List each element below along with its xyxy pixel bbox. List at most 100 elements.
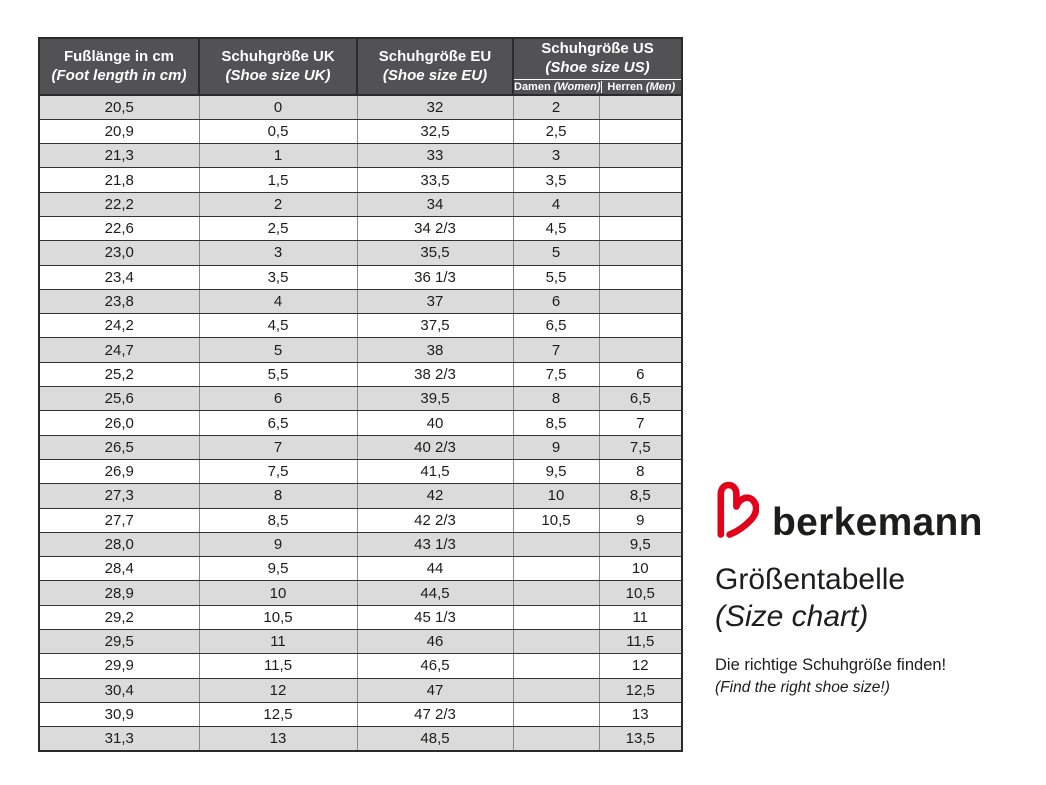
size-cell: 3,5	[512, 167, 600, 193]
size-cell	[512, 653, 600, 679]
size-cell: 3	[198, 240, 358, 266]
size-cell: 13	[598, 701, 683, 728]
size-cell: 8	[198, 483, 358, 509]
size-cell: 9	[512, 434, 600, 460]
size-cell: 4,5	[198, 313, 358, 339]
size-cell	[598, 240, 683, 266]
size-cell: 6	[198, 386, 358, 412]
size-cell: 26,5	[38, 434, 200, 460]
size-cell: 5	[198, 337, 358, 363]
size-cell: 28,0	[38, 531, 200, 558]
size-cell	[598, 143, 683, 169]
size-cell: 8	[598, 458, 683, 485]
col-subtitle: (Shoe size UK)	[225, 66, 331, 84]
size-cell: 46	[356, 629, 514, 655]
size-cell: 22,6	[38, 215, 200, 242]
size-cell: 44,5	[356, 580, 514, 606]
col-header-foot-length: Fußlänge in cm (Foot length in cm)	[38, 37, 200, 96]
size-cell	[598, 191, 683, 217]
berkemann-logo-icon	[717, 481, 759, 538]
size-cell: 26,9	[38, 458, 200, 485]
size-chart-section: Fußlänge in cm (Foot length in cm) Schuh…	[38, 37, 683, 753]
size-cell	[598, 288, 683, 315]
size-cell: 41,5	[356, 458, 514, 485]
size-row: 28,0 9 43 1/3 9,5	[38, 531, 683, 558]
size-cell	[512, 556, 600, 582]
size-cell: 43 1/3	[356, 531, 514, 558]
size-cell: 33,5	[356, 167, 514, 193]
size-row: 23,0 3 35,5 5	[38, 240, 683, 266]
size-row: 21,8 1,5 33,5 3,5	[38, 167, 683, 193]
size-cell: 5,5	[512, 264, 600, 290]
size-cell: 37,5	[356, 313, 514, 339]
brand-panel: berkemann Größentabelle (Size chart) Die…	[715, 481, 1025, 697]
size-cell	[598, 313, 683, 339]
size-cell: 11,5	[198, 653, 358, 679]
col-title: Schuhgröße UK	[221, 47, 335, 65]
size-row: 29,9 11,5 46,5 12	[38, 653, 683, 679]
size-cell: 7,5	[198, 458, 358, 485]
size-cell: 23,4	[38, 264, 200, 290]
brand-wordmark: berkemann	[772, 500, 983, 544]
size-cell: 34	[356, 191, 514, 217]
size-cell: 2	[512, 94, 600, 120]
size-cell: 0	[198, 94, 358, 120]
size-cell	[512, 677, 600, 703]
size-cell: 44	[356, 556, 514, 582]
size-cell: 9,5	[198, 556, 358, 582]
size-cell: 40	[356, 410, 514, 436]
size-cell: 47	[356, 677, 514, 703]
size-cell: 3	[512, 143, 600, 169]
size-cell	[598, 94, 683, 120]
size-cell: 11	[598, 604, 683, 631]
size-row: 26,0 6,5 40 8,5 7	[38, 410, 683, 436]
size-cell: 40 2/3	[356, 434, 514, 460]
size-cell: 8,5	[198, 507, 358, 533]
size-cell: 7	[598, 410, 683, 436]
size-cell: 7,5	[598, 434, 683, 460]
size-cell	[598, 118, 683, 145]
size-cell: 29,5	[38, 629, 200, 655]
size-cell: 12	[198, 677, 358, 703]
size-cell: 31,3	[38, 726, 200, 752]
size-cell: 13,5	[598, 726, 683, 752]
col-header-us: Schuhgröße US (Shoe size US) Damen (Women…	[512, 37, 683, 96]
subcol-herren-label: Herren (Men)	[602, 81, 681, 93]
size-cell: 6	[512, 288, 600, 315]
size-cell: 6,5	[198, 410, 358, 436]
size-cell: 12,5	[198, 701, 358, 728]
size-cell: 7,5	[512, 361, 600, 388]
size-cell: 27,3	[38, 483, 200, 509]
size-cell: 28,9	[38, 580, 200, 606]
size-row: 23,8 4 37 6	[38, 288, 683, 315]
size-cell: 9	[198, 531, 358, 558]
size-cell	[598, 337, 683, 363]
size-cell: 24,7	[38, 337, 200, 363]
size-row: 22,2 2 34 4	[38, 191, 683, 217]
size-cell: 10,5	[512, 507, 600, 533]
size-cell: 11,5	[598, 629, 683, 655]
us-subheader-row: Damen (Women) Herren (Men)	[514, 79, 681, 94]
size-cell: 23,0	[38, 240, 200, 266]
size-cell: 12,5	[598, 677, 683, 703]
size-cell: 10	[198, 580, 358, 606]
size-cell: 8	[512, 386, 600, 412]
size-row: 20,5 0 32 2	[38, 94, 683, 120]
size-row: 24,2 4,5 37,5 6,5	[38, 313, 683, 339]
size-cell: 8,5	[512, 410, 600, 436]
size-row: 22,6 2,5 34 2/3 4,5	[38, 215, 683, 242]
col-title: Fußlänge in cm	[63, 47, 174, 65]
size-cell: 5	[512, 240, 600, 266]
size-cell: 20,9	[38, 118, 200, 145]
size-row: 21,3 1 33 3	[38, 143, 683, 169]
size-row: 30,4 12 47 12,5	[38, 677, 683, 703]
col-header-uk: Schuhgröße UK (Shoe size UK)	[198, 37, 358, 96]
size-row: 20,9 0,5 32,5 2,5	[38, 118, 683, 145]
size-cell: 4	[198, 288, 358, 315]
size-row: 30,9 12,5 47 2/3 13	[38, 701, 683, 728]
size-cell	[512, 531, 600, 558]
size-cell: 25,2	[38, 361, 200, 388]
size-row: 26,5 7 40 2/3 9 7,5	[38, 434, 683, 460]
size-cell: 42 2/3	[356, 507, 514, 533]
brand-logo-row: berkemann	[715, 481, 1025, 544]
